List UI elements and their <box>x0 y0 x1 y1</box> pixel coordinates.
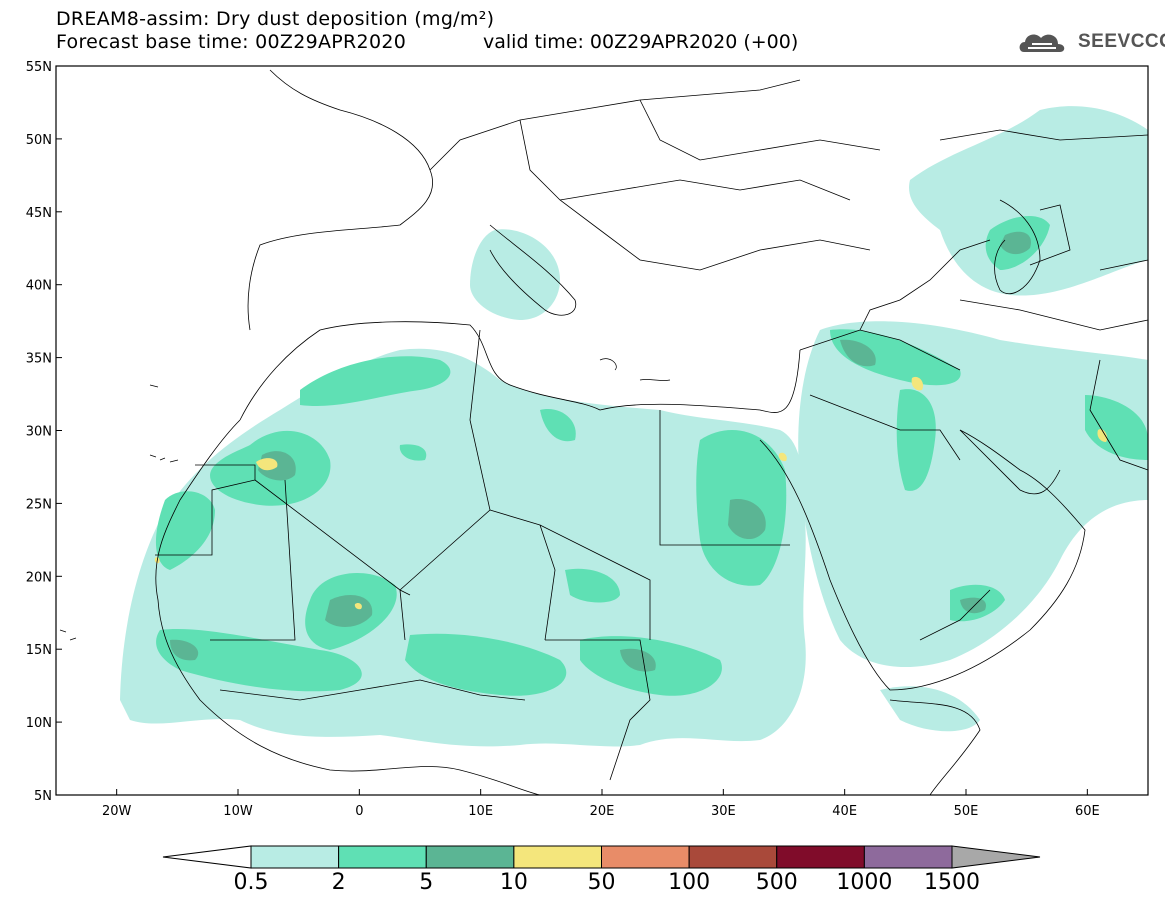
colorbar-upper-arrow <box>951 845 1041 869</box>
cloud-icon <box>1019 34 1065 52</box>
colorbar-label: 50 <box>587 870 616 895</box>
x-tick-label: 0 <box>355 804 363 819</box>
y-tick-label: 20N <box>26 570 52 585</box>
colorbar-segment <box>776 845 865 869</box>
valid-time: valid time: 00Z29APR2020 (+00) <box>483 31 799 53</box>
colorbar-label: 1500 <box>924 870 980 895</box>
x-tick-label: 30E <box>711 804 736 819</box>
y-tick-label: 50N <box>26 133 52 148</box>
colorbar-segment <box>425 845 515 869</box>
y-tick-label: 40N <box>26 279 52 294</box>
x-tick-label: 40E <box>832 804 857 819</box>
forecast-base-time: Forecast base time: 00Z29APR2020 <box>56 31 407 53</box>
country-borders <box>155 69 1148 795</box>
islands <box>59 358 671 641</box>
colorbar-segment <box>338 845 427 869</box>
x-tick-label: 20E <box>590 804 615 819</box>
seevccc-logo-text: SEEVCCC <box>1078 31 1165 52</box>
y-tick-label: 5N <box>34 789 52 804</box>
x-tick-label: 20W <box>102 804 132 819</box>
colorbar <box>162 845 1041 869</box>
y-tick-label: 15N <box>26 643 52 658</box>
colorbar-segment <box>688 845 778 869</box>
colorbar-label: 5 <box>419 870 434 895</box>
x-tick-label: 10E <box>468 804 493 819</box>
map-title: DREAM8-assim: Dry dust deposition (mg/m²… <box>56 8 495 30</box>
x-tick-label: 60E <box>1075 804 1100 819</box>
colorbar-label: 2 <box>331 870 346 895</box>
y-tick-label: 45N <box>26 206 52 221</box>
dust-field-level-3 <box>170 231 1031 672</box>
colorbar-label: 100 <box>668 870 711 895</box>
colorbar-label: 1000 <box>836 870 893 895</box>
colorbar-lower-arrow <box>162 845 252 869</box>
y-tick-label: 35N <box>26 352 52 367</box>
colorbar-segment <box>601 845 690 869</box>
axis-ticks: 20W 10W 0 10E 20E 30E 40E 50E 60E 55N 50N 45N 40N 35N… <box>26 60 1100 819</box>
colorbar-segment <box>513 845 602 869</box>
map-plot-area <box>56 66 1148 795</box>
y-tick-label: 55N <box>26 60 52 75</box>
colorbar-segment <box>250 845 340 869</box>
colorbar-segment <box>863 845 953 869</box>
colorbar-label: 500 <box>755 870 798 895</box>
colorbar-label: 0.5 <box>233 870 269 895</box>
colorbar-label: 10 <box>499 870 528 895</box>
y-tick-label: 25N <box>26 497 52 512</box>
x-tick-label: 10W <box>223 804 253 819</box>
y-tick-label: 30N <box>26 425 52 440</box>
x-tick-label: 50E <box>954 804 979 819</box>
y-tick-label: 10N <box>26 716 52 731</box>
